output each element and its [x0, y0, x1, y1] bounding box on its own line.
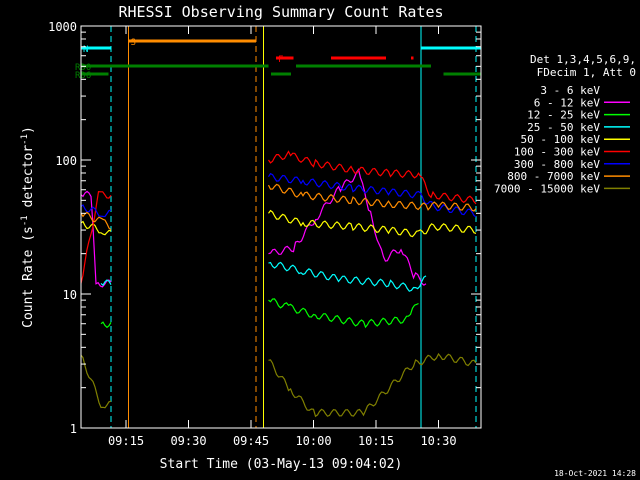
x-tick-label-09-30: 09:30	[170, 434, 206, 448]
legend-header-2: FDecim 1, Att 0	[537, 66, 636, 79]
series-6-12-kev	[80, 168, 427, 288]
x-axis-label: Start Time (03-May-13 09:04:02)	[160, 457, 403, 472]
state-label-rd0: RD0	[75, 63, 91, 73]
legend-label-800-7000-kev: 800 - 7000 keV	[507, 170, 600, 183]
series-300-800-kev	[80, 172, 477, 218]
x-tick-label-09-45: 09:45	[233, 434, 269, 448]
state-label-s: S	[131, 38, 136, 48]
footer-date: 18-Oct-2021 14:28	[554, 469, 636, 478]
plot-frame	[80, 25, 482, 429]
legend-label-6-12-kev: 6 - 12 keV	[534, 96, 601, 109]
x-tick-label-10-30: 10:30	[420, 434, 456, 448]
legend-label-7000-15000-kev: 7000 - 15000 keV	[494, 182, 600, 195]
series-25-50-kev	[100, 261, 427, 292]
state-label-rd6: RD6	[75, 71, 91, 81]
legend-label-3-6-kev: 3 - 6 keV	[540, 84, 600, 97]
series-3-6-kev	[325, 201, 407, 245]
state-label-f: F	[278, 55, 283, 65]
x-tick-label-09-15: 09:15	[108, 434, 144, 448]
chart-title: RHESSI Observing Summary Count Rates	[118, 3, 443, 21]
legend-label-50-100-kev: 50 - 100 keV	[521, 133, 601, 146]
legend-label-12-25-kev: 12 - 25 keV	[527, 109, 600, 122]
y-tick-label-1000: 1000	[48, 20, 77, 34]
y-tick-label-100: 100	[55, 154, 77, 168]
legend-label-25-50-kev: 25 - 50 keV	[527, 121, 600, 134]
x-tick-label-10-15: 10:15	[358, 434, 394, 448]
y-tick-label-10: 10	[63, 288, 77, 302]
series-12-25-kev	[100, 298, 419, 329]
state-label-n: N	[83, 45, 88, 55]
series-50-100-kev	[80, 209, 477, 238]
x-tick-label-10-00: 10:00	[295, 434, 331, 448]
y-tick-label-1: 1	[70, 422, 77, 436]
legend-label-100-300-kev: 100 - 300 keV	[514, 146, 600, 159]
y-axis-label: Count Rate (s-1 detector-1)	[20, 126, 36, 328]
legend-header-1: Det 1,3,4,5,6,9,	[530, 53, 636, 66]
legend-label-300-800-kev: 300 - 800 keV	[514, 158, 600, 171]
series-7000-15000-kev	[80, 352, 477, 418]
